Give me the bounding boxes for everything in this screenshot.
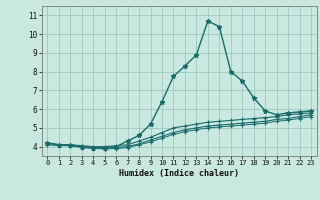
X-axis label: Humidex (Indice chaleur): Humidex (Indice chaleur): [119, 169, 239, 178]
